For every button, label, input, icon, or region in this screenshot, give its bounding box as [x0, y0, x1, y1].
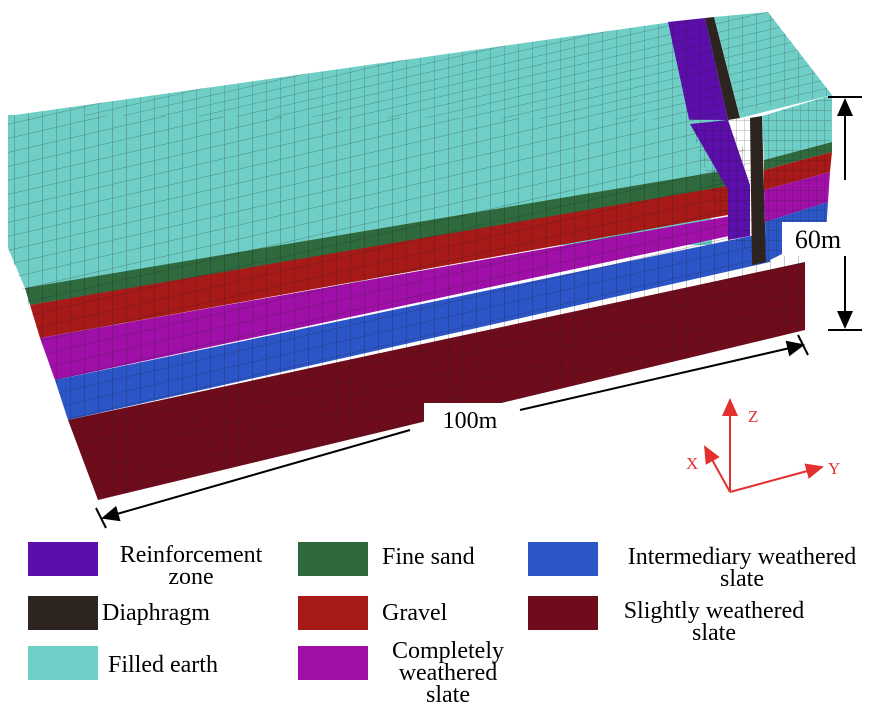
legend-swatch-intermediary-weathered	[528, 542, 598, 576]
legend-label-slightly-weathered: Slightly weathered slate	[623, 598, 805, 646]
legend-swatch-diaphragm	[28, 596, 98, 630]
length-dimension-label: 100m	[443, 408, 498, 434]
legend-swatch-filled-earth	[28, 646, 98, 680]
model-front-face	[8, 115, 805, 500]
legend: Reinforcement zone Diaphragm Filled eart…	[0, 530, 884, 719]
legend-label-reinforcement: Reinforcement zone	[119, 542, 263, 590]
coordinate-axes: Z Y X	[686, 398, 840, 493]
axis-x-label: X	[686, 454, 698, 473]
legend-swatch-gravel	[298, 596, 368, 630]
legend-label-filled-earth: Filled earth	[108, 652, 218, 678]
axis-y-label: Y	[828, 459, 840, 478]
legend-label-gravel: Gravel	[382, 600, 448, 626]
legend-label-diaphragm: Diaphragm	[102, 600, 210, 626]
legend-swatch-reinforcement	[28, 542, 98, 576]
height-dimension: 60m	[782, 96, 862, 331]
legend-swatch-completely-weathered	[298, 646, 368, 680]
height-dimension-label: 60m	[795, 225, 841, 254]
legend-label-completely-weathered: Completely weathered slate	[392, 638, 504, 708]
legend-swatch-fine-sand	[298, 542, 368, 576]
model-end-face	[762, 95, 832, 262]
axis-z-label: Z	[748, 407, 758, 426]
legend-label-fine-sand: Fine sand	[382, 544, 475, 570]
legend-label-intermediary-weathered: Intermediary weathered slate	[627, 544, 857, 592]
legend-swatch-slightly-weathered	[528, 596, 598, 630]
model-reinforcement-front	[690, 116, 766, 265]
length-dimension: 100m	[95, 334, 809, 529]
